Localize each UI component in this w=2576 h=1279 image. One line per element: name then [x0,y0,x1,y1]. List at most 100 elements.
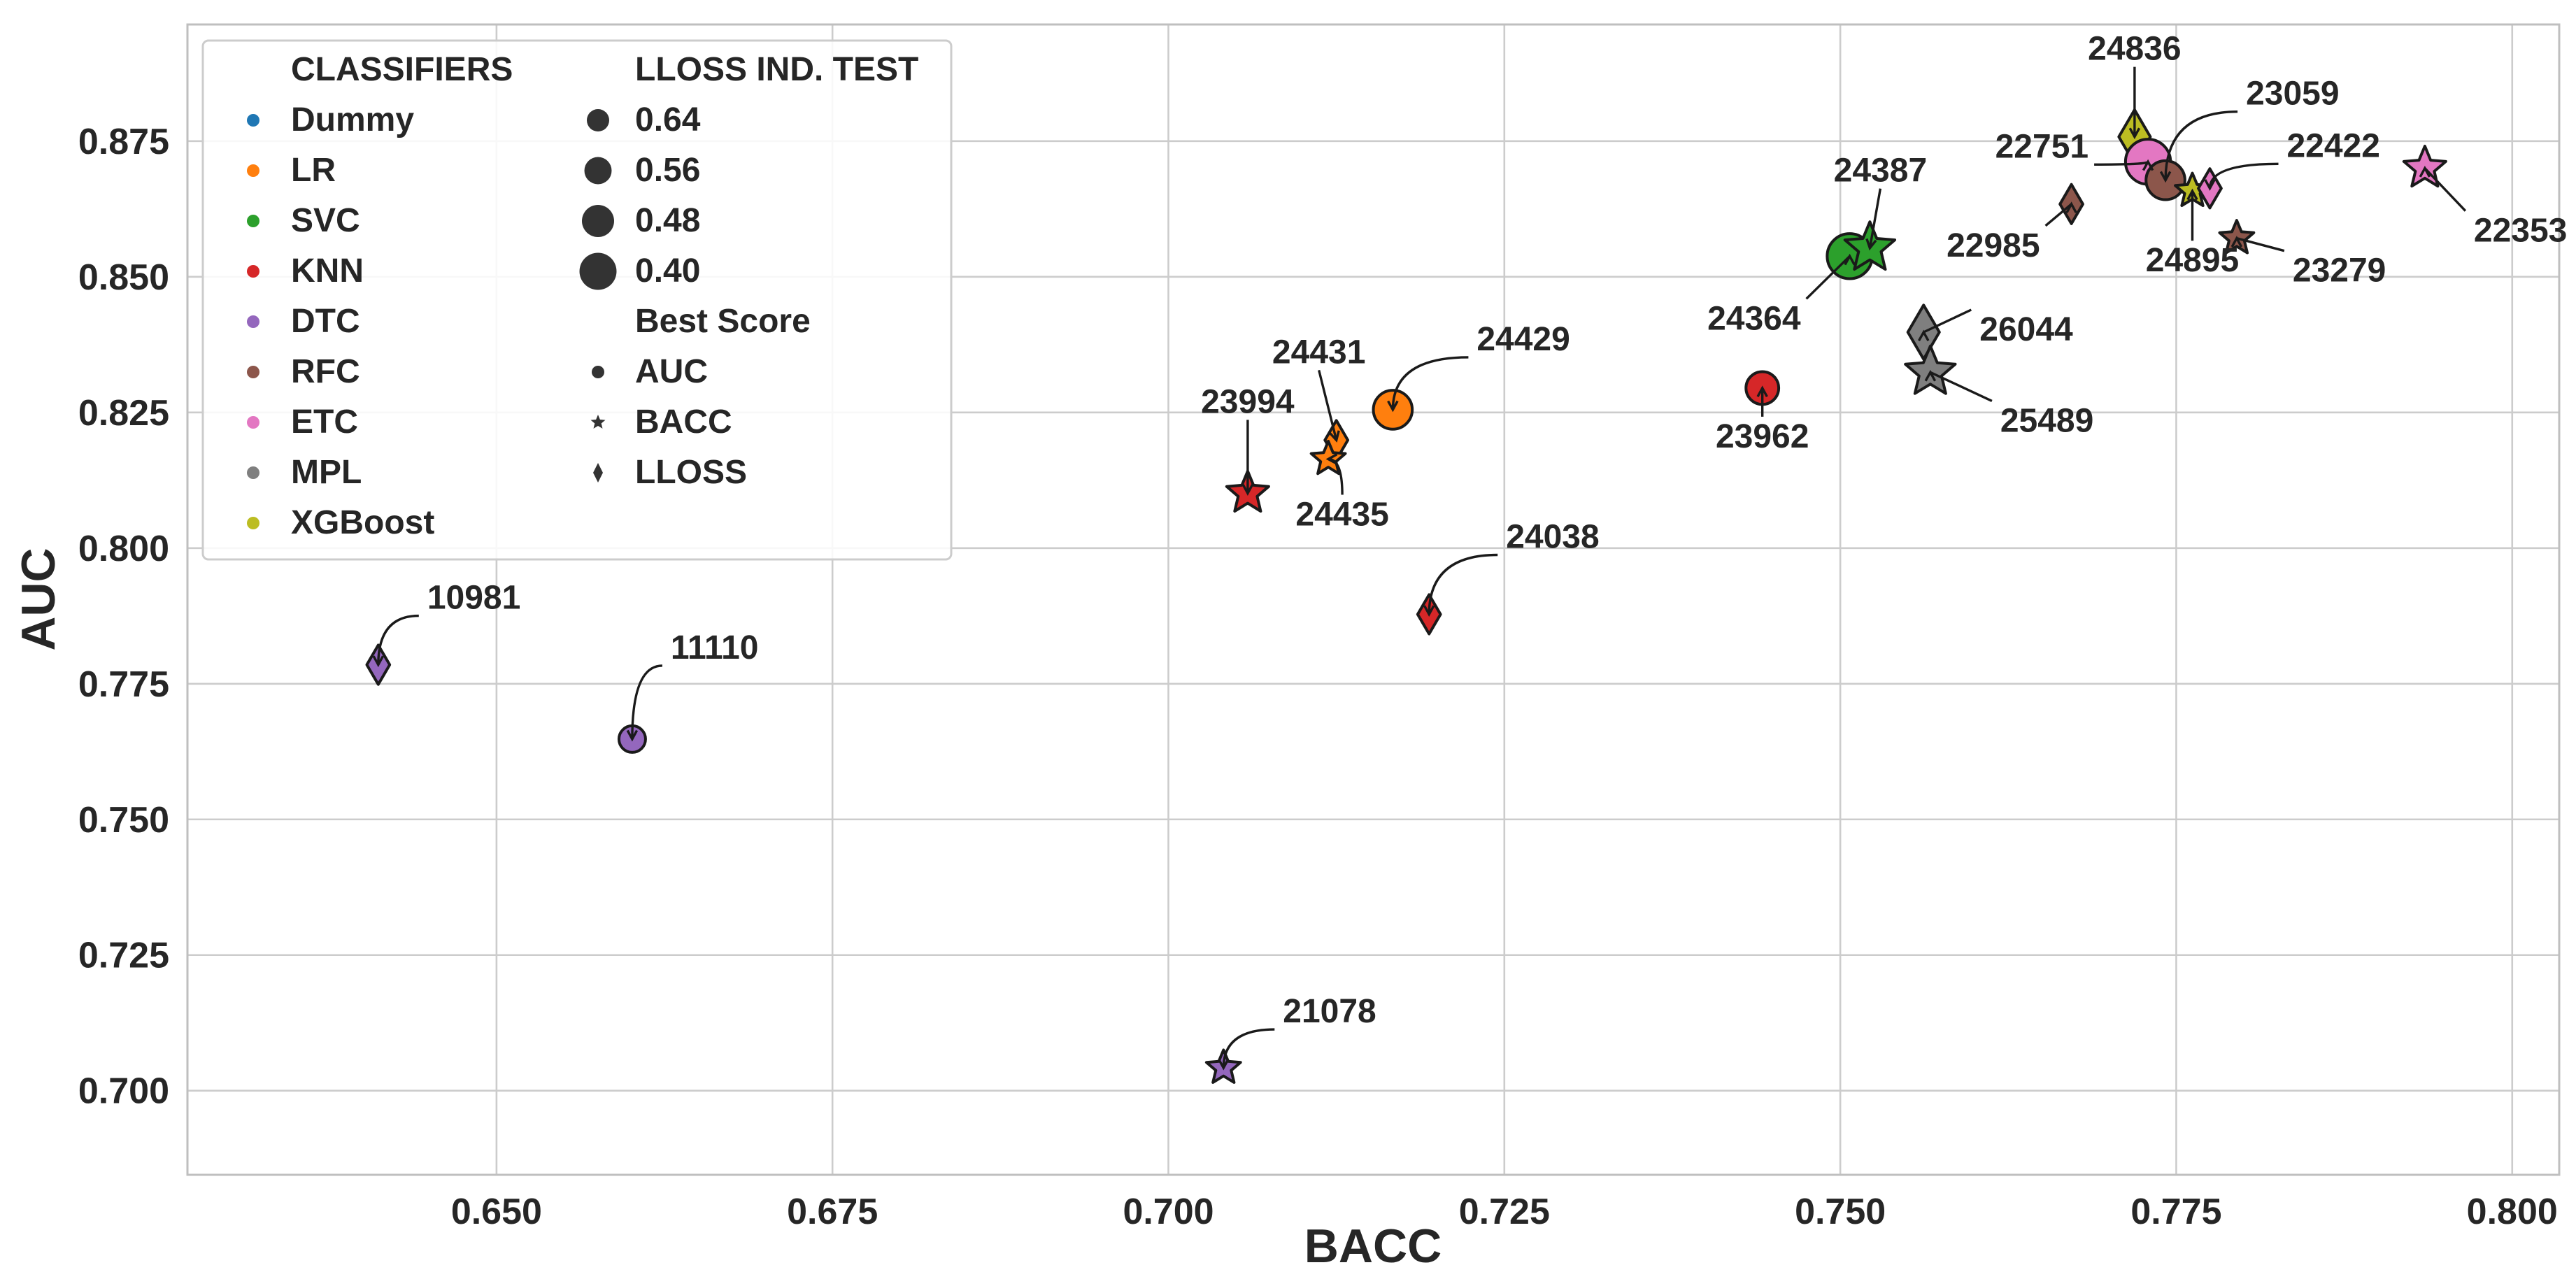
y-tick-label: 0.875 [78,122,169,162]
annotation-arrowhead [1325,453,1338,465]
legend-marker-lloss [593,463,603,483]
legend-title-best: Best Score [635,303,811,340]
point-label-26044: 26044 [1979,311,2073,348]
point-label-24038: 24038 [1506,518,1599,555]
annotation-arrowhead [1423,605,1435,617]
annotation-arrow [631,664,662,739]
point-label-25489: 25489 [2000,402,2093,439]
legend-size-label: 0.40 [635,252,700,290]
plot-frame [186,23,2561,1176]
annotation-arrowhead [1918,329,1930,342]
y-tick-label: 0.800 [78,529,169,569]
annotation-arrowhead [1756,385,1768,398]
point-label-24431: 24431 [1272,334,1365,371]
annotation-arrowhead [626,729,639,742]
legend-label-etc: ETC [291,403,358,441]
annotation-arrow [1222,1028,1275,1069]
legend-size-label: 0.56 [635,152,700,189]
grid-lines [187,24,2559,1175]
annotation-arrowhead [372,655,384,668]
legend-marker-label-auc: AUC [635,353,708,390]
y-tick-label: 0.750 [78,800,169,841]
legend-swatch-etc [247,416,259,429]
legend-size-label: 0.64 [635,101,701,138]
point-label-24429: 24429 [1476,321,1570,358]
legend-swatch-mpl [247,466,259,479]
legend-label-rfc: RFC [291,353,360,390]
legend-title-classifiers: CLASSIFIERS [291,51,513,88]
x-tick-label: 0.700 [1123,1192,1214,1232]
legend-swatch-dummy [247,114,259,127]
x-tick-label: 0.675 [787,1192,878,1232]
legend-label-svc: SVC [291,202,360,239]
legend-label-knn: KNN [291,252,364,290]
legend-swatch-knn [247,265,259,278]
annotation-arrowhead [2159,171,2172,183]
y-axis-title: AUC [12,548,65,650]
legend-title-lloss: LLOSS IND. TEST [635,51,918,88]
x-tick-label: 0.800 [2467,1192,2558,1232]
legend-label-dtc: DTC [291,303,360,340]
annotation-arrow [1428,553,1498,615]
annotation-arrowhead [1241,484,1254,496]
legend-label-lr: LR [291,152,336,189]
point-label-22985: 22985 [1947,227,2040,264]
legend-marker-bacc [590,415,606,429]
annotation-arrowhead [2186,188,2198,201]
point-label-23994: 23994 [1201,383,1295,420]
legend-entries: CLASSIFIERS Dummy LR SVC KNN DTC RFC ETC MPL XGBo… [247,51,918,541]
y-tick-label: 0.700 [78,1071,169,1112]
point-label-24364: 24364 [1707,300,1801,337]
point-25489 [1904,344,1957,395]
legend-marker-label-lloss: LLOSS [635,454,747,491]
legend-marker-label-bacc: BACC [635,403,732,441]
annotation-arrowhead [1924,369,1937,382]
annotation-arrowhead [2419,166,2431,178]
point-label-24836: 24836 [2088,31,2181,68]
legend-size-swatch [584,157,612,185]
point-label-10981: 10981 [427,580,520,617]
x-tick-label: 0.725 [1459,1192,1550,1232]
point-label-22422: 22422 [2286,127,2379,164]
point-label-23279: 23279 [2293,252,2386,290]
legend: CLASSIFIERS Dummy LR SVC KNN DTC RFC ETC MPL XGBo… [201,39,953,561]
legend-swatch-lr [247,164,259,177]
annotation-arrow [1868,188,1882,248]
y-tick-label: 0.850 [78,257,169,298]
point-label-24435: 24435 [1295,496,1388,534]
point-label-22751: 22751 [1995,128,2088,165]
axis-ticks: 0.650 0.675 0.700 0.725 0.750 0.775 0.800 0.700… [78,122,2558,1232]
point-label-24895: 24895 [2146,242,2239,279]
annotation-arrow [2208,162,2279,189]
x-tick-label: 0.650 [451,1192,542,1232]
point-label-11110: 11110 [671,629,759,666]
point-label-22353: 22353 [2474,213,2567,250]
legend-marker-auc [592,366,604,378]
annotation-arrow [377,614,419,665]
annotation-arrowhead [2230,236,2243,248]
legend-swatch-xgboost [247,517,259,529]
x-tick-label: 0.750 [1795,1192,1886,1232]
legend-label-dummy: Dummy [291,101,414,138]
annotation-arrowhead [2204,179,2216,191]
point-label-23962: 23962 [1716,418,1809,455]
legend-swatch-dtc [247,315,259,328]
point-annotations: 10981 11110 21078 23994 24431 24435 24429 24038… [372,31,2567,1071]
legend-size-swatch [582,205,614,237]
point-label-24387: 24387 [1834,152,1927,190]
annotation-arrowhead [2142,159,2154,171]
point-label-21078: 21078 [1283,993,1376,1030]
point-label-23059: 23059 [2246,76,2339,113]
legend-size-swatch [587,109,609,131]
legend-label-mpl: MPL [291,454,362,491]
legend-frame [201,39,953,561]
y-tick-label: 0.775 [78,664,169,705]
annotation-arrow [1318,369,1338,441]
legend-swatch-rfc [247,366,259,378]
y-tick-label: 0.825 [78,393,169,434]
annotation-arrowhead [1328,430,1340,443]
x-tick-label: 0.775 [2130,1192,2221,1232]
legend-swatch-svc [247,215,259,227]
annotation-arrowhead [1387,400,1399,413]
